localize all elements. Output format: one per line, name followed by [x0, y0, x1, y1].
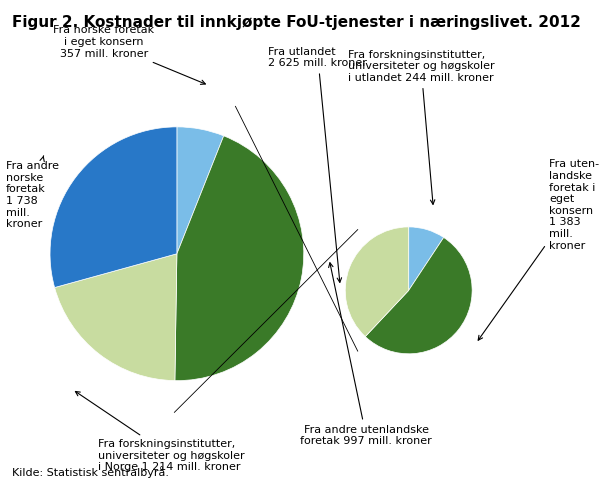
Text: Fra uten-
landske
foretak i
eget
konsern
1 383
mill.
kroner: Fra uten- landske foretak i eget konsern…: [478, 160, 599, 340]
Text: Figur 2. Kostnader til innkjøpte FoU-tjenester i næringslivet. 2012: Figur 2. Kostnader til innkjøpte FoU-tje…: [12, 15, 581, 30]
Text: Fra andre
norske
foretak
1 738
mill.
kroner: Fra andre norske foretak 1 738 mill. kro…: [6, 156, 59, 229]
Wedge shape: [50, 127, 177, 287]
Wedge shape: [409, 227, 443, 290]
Text: Fra forskningsinstitutter,
universiteter og høgskoler
i Norge 1 214 mill. kroner: Fra forskningsinstitutter, universiteter…: [76, 391, 244, 472]
Text: Fra forskningsinstitutter,
universiteter og høgskoler
i utlandet 244 mill. krone: Fra forskningsinstitutter, universiteter…: [348, 50, 494, 204]
Text: Fra andre utenlandske
foretak 997 mill. kroner: Fra andre utenlandske foretak 997 mill. …: [300, 263, 432, 446]
Wedge shape: [177, 127, 224, 254]
Text: Fra norske foretak
i eget konsern
357 mill. kroner: Fra norske foretak i eget konsern 357 mi…: [53, 25, 206, 84]
Text: Fra utlandet
2 625 mill. kroner: Fra utlandet 2 625 mill. kroner: [268, 47, 367, 283]
Wedge shape: [345, 227, 409, 337]
Text: Kilde: Statistisk sentralbyrå.: Kilde: Statistisk sentralbyrå.: [12, 467, 169, 478]
Wedge shape: [55, 254, 177, 381]
Wedge shape: [175, 136, 304, 381]
Wedge shape: [365, 238, 472, 354]
